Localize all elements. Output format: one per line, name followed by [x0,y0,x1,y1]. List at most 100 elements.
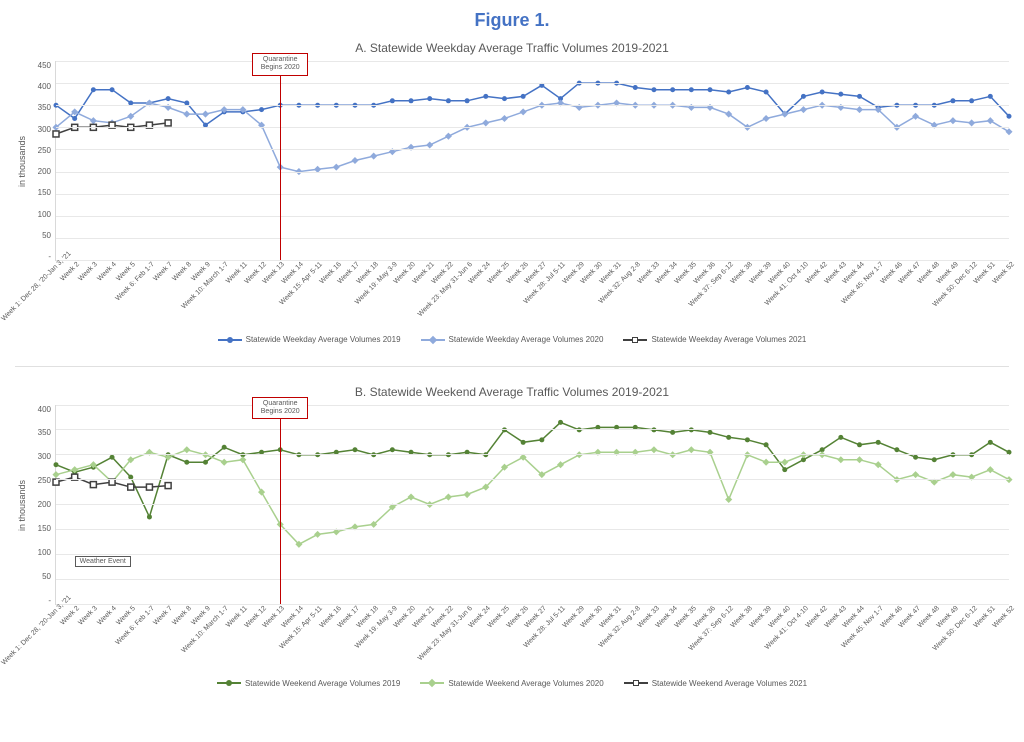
panel-divider [15,366,1009,367]
legend-label: Statewide Weekend Average Volumes 2021 [652,679,807,688]
series-marker [949,117,956,124]
chart-b-area: in thousands 40035030025020015010050- Qu… [15,405,1009,605]
series-marker [502,96,507,101]
series-marker [314,530,321,537]
series-marker [333,164,340,171]
series-marker [482,119,489,126]
legend-swatch [421,336,445,344]
series-marker [857,442,862,447]
series-marker [183,111,190,118]
y-tick: 150 [29,524,51,533]
series-marker [520,108,527,115]
series-marker [745,85,750,90]
series-marker [688,446,695,453]
series-marker [876,439,881,444]
figure-title: Figure 1. [15,10,1009,31]
series-marker [501,115,508,122]
y-tick: 250 [29,476,51,485]
y-tick: 350 [29,428,51,437]
series-marker [427,96,432,101]
chart-b-legend: Statewide Weekend Average Volumes 2019 St… [15,679,1009,690]
y-tick: 300 [29,452,51,461]
series-marker [857,94,862,99]
series-marker [483,94,488,99]
chart-b-plot: Quarantine Begins 2020Weather Event [55,405,1009,605]
chart-panel-b: B. Statewide Weekend Average Traffic Vol… [15,385,1009,690]
series-line [56,103,1009,172]
grid-line [56,504,1009,505]
series-marker [90,481,96,487]
series-marker [838,434,843,439]
legend-label: Statewide Weekday Average Volumes 2021 [651,335,806,344]
series-marker [651,87,656,92]
series-marker [782,467,787,472]
grid-line [56,579,1009,580]
series-marker [465,98,470,103]
series-marker [165,482,171,488]
series-marker [650,446,657,453]
legend-swatch [623,336,647,344]
series-marker [781,458,788,465]
series-marker [763,115,770,122]
series-marker [856,456,863,463]
y-tick: 50 [29,231,51,240]
chart-a-legend: Statewide Weekday Average Volumes 2019St… [15,335,1009,346]
series-marker [352,447,357,452]
legend-swatch [420,679,444,687]
series-marker [932,457,937,462]
series-marker [745,437,750,442]
series-line [56,83,1009,125]
series-marker [988,94,993,99]
series-marker [521,439,526,444]
legend-item: Statewide Weekend Average Volumes 2021 [624,679,807,688]
series-marker [446,98,451,103]
y-tick: 350 [29,103,51,112]
y-tick: 300 [29,125,51,134]
series-marker [464,491,471,498]
quarantine-line [280,405,281,604]
legend-swatch [218,336,242,344]
series-marker [987,117,994,124]
series-marker [184,459,189,464]
series-marker [1005,128,1012,135]
legend-item: Statewide Weekend Average Volumes 2020 [420,679,603,688]
series-line [56,422,1009,517]
y-tick: 200 [29,500,51,509]
chart-b-title: B. Statewide Weekend Average Traffic Vol… [15,385,1009,399]
chart-panel-a: A. Statewide Weekday Average Traffic Vol… [15,41,1009,346]
series-marker [950,98,955,103]
series-marker [390,447,395,452]
grid-line [56,194,1009,195]
legend-item: Statewide Weekday Average Volumes 2021 [623,335,806,344]
y-tick: 250 [29,146,51,155]
series-marker [258,488,265,495]
series-marker [147,514,152,519]
series-marker [53,131,59,137]
series-marker [221,458,228,465]
series-marker [800,106,807,113]
series-marker [146,484,152,490]
grid-line [56,479,1009,480]
grid-line [56,172,1009,173]
series-marker [202,111,209,118]
series-marker [128,484,134,490]
series-marker [72,116,77,121]
series-marker [1007,114,1012,119]
series-marker [968,119,975,126]
y-tick: 400 [29,82,51,91]
grid-line [56,127,1009,128]
series-marker [801,94,806,99]
series-marker [409,98,414,103]
series-marker [165,120,171,126]
chart-b-xaxis: Week 1: Dec 28, '20-Jan 3, '21Week 2Week… [55,605,1009,675]
grid-line [56,105,1009,106]
chart-a-yaxis: 45040035030025020015010050- [29,61,55,261]
grid-line [56,238,1009,239]
chart-a-plot: Quarantine Begins 2020 [55,61,1009,261]
chart-b-yaxis: 40035030025020015010050- [29,405,55,605]
legend-item: Statewide Weekend Average Volumes 2019 [217,679,400,688]
series-marker [351,157,358,164]
series-marker [987,466,994,473]
y-tick: 100 [29,210,51,219]
legend-swatch [217,679,241,687]
